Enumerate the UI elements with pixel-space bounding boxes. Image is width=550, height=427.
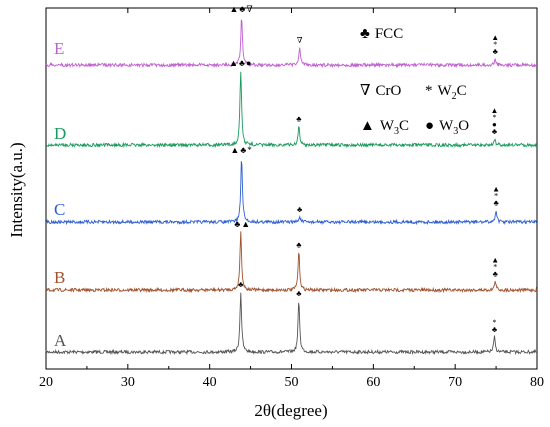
legend-symbol: ∇ [360,83,370,99]
x-tick-label: 20 [39,375,53,390]
legend-entry: ● W3O [425,118,469,137]
phase-marker: ▲ * ♣ [491,255,499,278]
series-label-D: D [54,124,66,143]
x-tick-label: 40 [203,375,217,390]
legend: ♣ FCC∇ CrO * W2C▲ W3C ● W3O [360,26,469,137]
phase-marker-symbol: ♣ [297,205,303,214]
phase-marker: ▲ * ● ♣ [490,106,498,136]
x-tick-label: 60 [366,375,380,390]
series-line-A [45,292,538,356]
phase-marker-symbol: ▲ [492,184,500,193]
legend-suffix: O [458,118,469,134]
phase-marker-symbol: ▲ [490,106,498,115]
series-group [45,19,538,356]
phase-marker-symbol: ▲ [491,33,499,42]
x-tick-label: 80 [530,375,544,390]
series-line-E [45,19,538,69]
phase-marker-symbol: ♣ [493,198,499,207]
series-line-B [45,231,538,294]
series-label-B: B [54,268,65,287]
legend-subscript: 3 [394,126,399,137]
phase-markers: ♣♣* ♣♣▲♣▲ * ♣▲♣*♣▲ * ♣▲♣●♣▲ * ● ♣▲♣∇∇ ▲ * ♣ [229,4,500,334]
legend-symbol: ♣ [360,26,370,42]
phase-marker: ▲♣* [230,145,252,155]
x-tick-label: 50 [285,375,299,390]
series-labels: A B C D E [54,39,67,350]
legend-suffix: C [399,118,409,134]
phase-marker-symbol: ● [492,120,497,129]
y-axis-label: Intensity(a.u.) [7,142,26,237]
phase-marker: ♣ [296,240,302,249]
legend-symbol: * [425,83,433,99]
plot-frame [45,7,538,370]
phase-marker: ▲♣∇ [230,4,254,14]
phase-marker: ▲♣● [229,58,252,68]
phase-marker-symbol: ♣ [492,325,498,334]
legend-label: W [380,118,395,134]
phase-marker-symbol: ♣ [492,127,498,136]
legend-label: FCC [375,26,403,42]
phase-marker: * ♣ [492,318,498,334]
legend-entry: ♣ FCC [360,26,403,42]
legend-subscript: 2 [452,91,457,102]
phase-marker: ♣ [296,289,302,298]
legend-suffix: C [457,83,467,99]
phase-marker-symbol: ♣ [493,47,499,56]
x-tick-label: 70 [448,375,462,390]
legend-entry: ▲ W3C [360,118,409,137]
phase-marker-symbol: ♣ [296,115,302,124]
x-tick-label: 30 [121,375,135,390]
phase-marker-symbol: * [493,40,497,49]
legend-entry: * W2C [425,83,467,102]
series-line-D [45,71,538,149]
phase-marker-symbol: ∇ [297,36,303,45]
legend-label: W [438,83,453,99]
phase-marker: ♣ [238,280,244,289]
legend-label: W [439,118,454,134]
legend-label: CrO [375,83,401,99]
x-axis-label: 2θ(degree) [254,401,327,420]
phase-marker-symbol: ♣ [296,240,302,249]
phase-marker-symbol: * [494,191,498,200]
legend-subscript: 3 [453,126,458,137]
phase-marker: ♣ [296,115,302,124]
phase-marker: ▲ * ♣ [492,184,500,207]
series-label-C: C [54,200,65,219]
series-line-C [45,161,537,226]
phase-marker-symbol: * [492,113,496,122]
legend-entry: ∇ CrO [360,83,401,99]
series-label-A: A [54,331,67,350]
phase-marker-symbol: ♣ [296,289,302,298]
x-axis: 20 30 40 50 60 70 80 [39,8,544,390]
series-label-E: E [54,39,64,58]
phase-marker-symbol: ♣ [493,269,499,278]
phase-marker: ▲ * ♣ [491,33,499,56]
phase-marker-symbol: ▲ [491,255,499,264]
phase-marker-symbol: * [493,262,497,271]
phase-marker: ♣ [297,205,303,214]
phase-marker-symbol: * [492,318,496,327]
phase-marker-symbol: ♣ [238,280,244,289]
phase-marker: ∇ [297,36,303,45]
legend-symbol: ▲ [360,118,375,134]
phase-marker: ♣▲ [234,219,251,229]
legend-symbol: ● [425,118,434,134]
